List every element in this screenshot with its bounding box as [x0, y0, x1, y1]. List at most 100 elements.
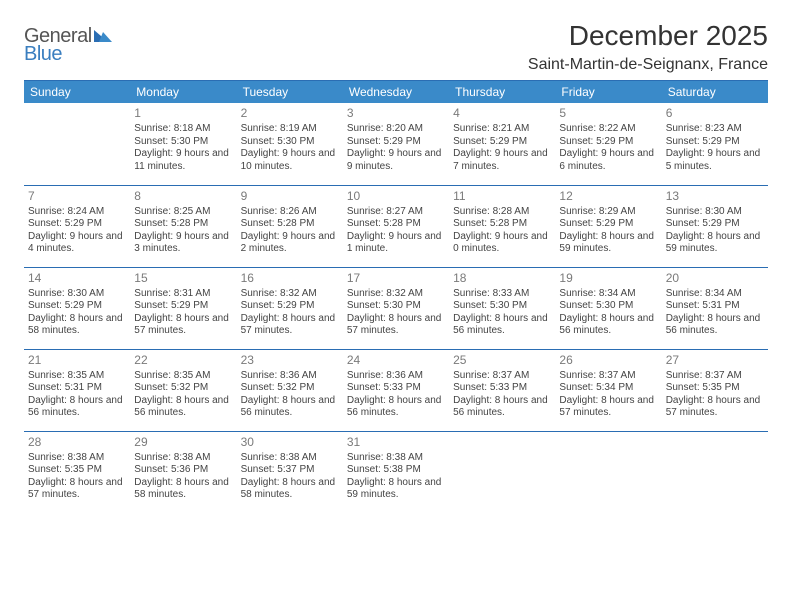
daylight-text: Daylight: 8 hours and 57 minutes.: [28, 477, 126, 502]
calendar-cell: 4Sunrise: 8:21 AMSunset: 5:29 PMDaylight…: [449, 103, 555, 185]
calendar-cell: 19Sunrise: 8:34 AMSunset: 5:30 PMDayligh…: [555, 267, 661, 349]
daylight-text: Daylight: 9 hours and 4 minutes.: [28, 231, 126, 256]
sunset-text: Sunset: 5:35 PM: [666, 382, 764, 395]
calendar-cell: 17Sunrise: 8:32 AMSunset: 5:30 PMDayligh…: [343, 267, 449, 349]
sunrise-text: Sunrise: 8:23 AM: [666, 123, 764, 136]
day-number: 15: [134, 271, 232, 286]
day-number: 10: [347, 189, 445, 204]
day-number: 21: [28, 353, 126, 368]
calendar-cell: 9Sunrise: 8:26 AMSunset: 5:28 PMDaylight…: [237, 185, 343, 267]
day-number: 9: [241, 189, 339, 204]
sunrise-text: Sunrise: 8:35 AM: [134, 370, 232, 383]
daylight-text: Daylight: 8 hours and 59 minutes.: [666, 231, 764, 256]
calendar-cell: 13Sunrise: 8:30 AMSunset: 5:29 PMDayligh…: [662, 185, 768, 267]
sunset-text: Sunset: 5:28 PM: [134, 218, 232, 231]
sunset-text: Sunset: 5:30 PM: [347, 300, 445, 313]
day-number: 20: [666, 271, 764, 286]
day-number: 7: [28, 189, 126, 204]
daylight-text: Daylight: 9 hours and 1 minute.: [347, 231, 445, 256]
daylight-text: Daylight: 9 hours and 9 minutes.: [347, 148, 445, 173]
title-block: December 2025 Saint-Martin-de-Seignanx, …: [528, 20, 768, 74]
sunrise-text: Sunrise: 8:36 AM: [241, 370, 339, 383]
daylight-text: Daylight: 8 hours and 59 minutes.: [347, 477, 445, 502]
daylight-text: Daylight: 9 hours and 3 minutes.: [134, 231, 232, 256]
calendar-cell: 11 Sunrise: 8:28 AMSunset: 5:28 PMDayligh…: [449, 185, 555, 267]
sunset-text: Sunset: 5:30 PM: [241, 136, 339, 149]
calendar-cell: 5Sunrise: 8:22 AMSunset: 5:29 PMDaylight…: [555, 103, 661, 185]
calendar-cell: 14Sunrise: 8:30 AMSunset: 5:29 PMDayligh…: [24, 267, 130, 349]
sunset-text: Sunset: 5:29 PM: [559, 218, 657, 231]
day-number: 13: [666, 189, 764, 204]
logo-triangle-icon: [94, 26, 112, 46]
calendar-week: 21Sunrise: 8:35 AMSunset: 5:31 PMDayligh…: [24, 349, 768, 431]
daylight-text: Daylight: 9 hours and 7 minutes.: [453, 148, 551, 173]
daylight-text: Daylight: 9 hours and 11 minutes.: [134, 148, 232, 173]
weekday-header: Friday: [555, 81, 661, 104]
sunrise-text: Sunrise: 8:32 AM: [241, 288, 339, 301]
sunrise-text: Sunrise: 8:38 AM: [28, 452, 126, 465]
daylight-text: Daylight: 8 hours and 56 minutes.: [559, 313, 657, 338]
sunset-text: Sunset: 5:28 PM: [453, 218, 551, 231]
sunrise-text: Sunrise: 8:29 AM: [559, 206, 657, 219]
day-number: 29: [134, 435, 232, 450]
calendar-cell: 7Sunrise: 8:24 AMSunset: 5:29 PMDaylight…: [24, 185, 130, 267]
day-number: 27: [666, 353, 764, 368]
calendar-cell: 25Sunrise: 8:37 AMSunset: 5:33 PMDayligh…: [449, 349, 555, 431]
day-number: 28: [28, 435, 126, 450]
sunset-text: Sunset: 5:30 PM: [134, 136, 232, 149]
calendar-cell: 2Sunrise: 8:19 AMSunset: 5:30 PMDaylight…: [237, 103, 343, 185]
day-number: 26: [559, 353, 657, 368]
daylight-text: Daylight: 9 hours and 0 minutes.: [453, 231, 551, 256]
daylight-text: Daylight: 8 hours and 58 minutes.: [28, 313, 126, 338]
sunrise-text: Sunrise: 8:24 AM: [28, 206, 126, 219]
calendar-cell: 3Sunrise: 8:20 AMSunset: 5:29 PMDaylight…: [343, 103, 449, 185]
calendar-cell: 6Sunrise: 8:23 AMSunset: 5:29 PMDaylight…: [662, 103, 768, 185]
sunset-text: Sunset: 5:32 PM: [241, 382, 339, 395]
day-number: 24: [347, 353, 445, 368]
month-title: December 2025: [528, 20, 768, 52]
sunrise-text: Sunrise: 8:36 AM: [347, 370, 445, 383]
calendar-cell: 12Sunrise: 8:29 AMSunset: 5:29 PMDayligh…: [555, 185, 661, 267]
daylight-text: Daylight: 9 hours and 6 minutes.: [559, 148, 657, 173]
sunset-text: Sunset: 5:29 PM: [347, 136, 445, 149]
sunrise-text: Sunrise: 8:34 AM: [559, 288, 657, 301]
daylight-text: Daylight: 8 hours and 59 minutes.: [559, 231, 657, 256]
sunrise-text: Sunrise: 8:38 AM: [347, 452, 445, 465]
daylight-text: Daylight: 8 hours and 56 minutes.: [453, 395, 551, 420]
calendar-cell: 27Sunrise: 8:37 AMSunset: 5:35 PMDayligh…: [662, 349, 768, 431]
day-number: 5: [559, 106, 657, 121]
day-number: 17: [347, 271, 445, 286]
day-number: 8: [134, 189, 232, 204]
sunset-text: Sunset: 5:30 PM: [559, 300, 657, 313]
logo-text-blue: Blue: [24, 44, 112, 64]
day-number: 11: [453, 189, 551, 204]
daylight-text: Daylight: 9 hours and 2 minutes.: [241, 231, 339, 256]
calendar-cell: 1Sunrise: 8:18 AMSunset: 5:30 PMDaylight…: [130, 103, 236, 185]
weekday-header: Sunday: [24, 81, 130, 104]
logo: General Blue: [24, 26, 112, 64]
day-number: 23: [241, 353, 339, 368]
calendar-cell: 24Sunrise: 8:36 AMSunset: 5:33 PMDayligh…: [343, 349, 449, 431]
calendar-cell: [555, 431, 661, 513]
calendar-table: Sunday Monday Tuesday Wednesday Thursday…: [24, 80, 768, 513]
daylight-text: Daylight: 8 hours and 57 minutes.: [666, 395, 764, 420]
calendar-cell: 20Sunrise: 8:34 AMSunset: 5:31 PMDayligh…: [662, 267, 768, 349]
weekday-header: Wednesday: [343, 81, 449, 104]
sunrise-text: Sunrise: 8:38 AM: [134, 452, 232, 465]
day-number: 25: [453, 353, 551, 368]
calendar-cell: [662, 431, 768, 513]
sunset-text: Sunset: 5:29 PM: [666, 218, 764, 231]
sunset-text: Sunset: 5:31 PM: [666, 300, 764, 313]
day-number: 22: [134, 353, 232, 368]
sunrise-text: Sunrise: 8:28 AM: [453, 206, 551, 219]
calendar-cell: 16Sunrise: 8:32 AMSunset: 5:29 PMDayligh…: [237, 267, 343, 349]
calendar-cell: 22Sunrise: 8:35 AMSunset: 5:32 PMDayligh…: [130, 349, 236, 431]
sunset-text: Sunset: 5:33 PM: [453, 382, 551, 395]
sunset-text: Sunset: 5:29 PM: [28, 300, 126, 313]
sunrise-text: Sunrise: 8:35 AM: [28, 370, 126, 383]
weekday-header: Monday: [130, 81, 236, 104]
weekday-header: Thursday: [449, 81, 555, 104]
sunrise-text: Sunrise: 8:19 AM: [241, 123, 339, 136]
calendar-header: Sunday Monday Tuesday Wednesday Thursday…: [24, 81, 768, 104]
sunset-text: Sunset: 5:30 PM: [453, 300, 551, 313]
